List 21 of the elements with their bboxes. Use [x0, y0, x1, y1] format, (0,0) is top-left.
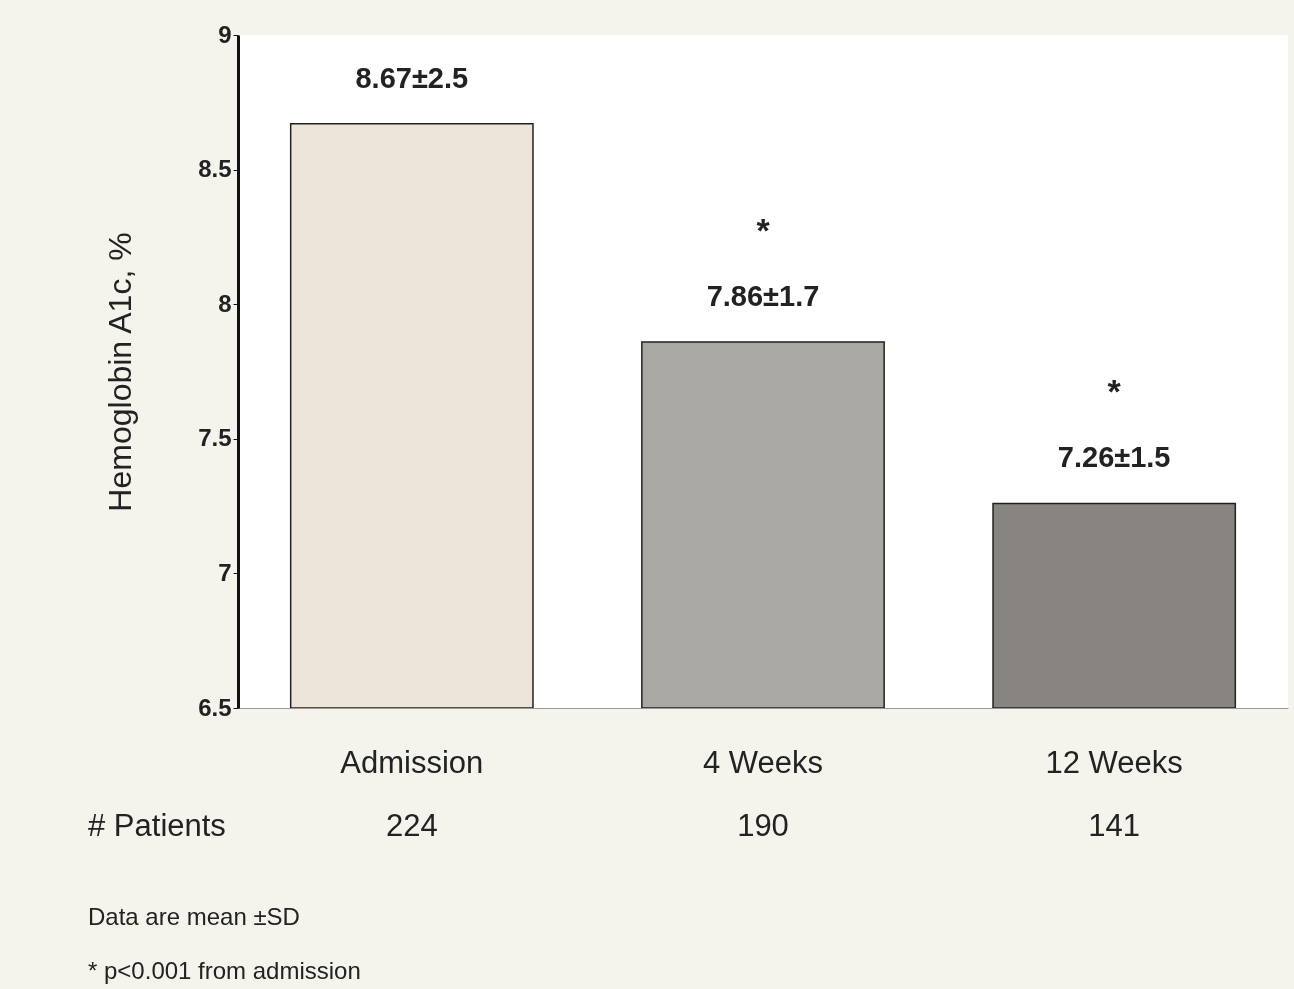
text: 190: [737, 808, 789, 843]
y-tick-label: 6.5: [198, 693, 232, 721]
x-tick-label: 12 Weeks: [1045, 744, 1183, 780]
y-tick-label: 9: [218, 20, 232, 48]
annotation: *: [756, 210, 771, 249]
data-label: 7.26±1.5: [1057, 441, 1171, 474]
y-tick-label: 7: [218, 558, 232, 586]
text: 141: [1088, 808, 1141, 843]
text: * p<0.001 from admission: [88, 957, 361, 984]
x-tick-label: 4 Weeks: [702, 744, 824, 780]
data-label: 8.67±2.5: [355, 61, 469, 94]
annotation: *: [1107, 372, 1122, 411]
y-tick-label: 8: [218, 289, 232, 317]
x-tick-label: Admission: [340, 744, 484, 780]
y-tick-label: 8.5: [198, 155, 232, 183]
data-label: 7.86±1.7: [706, 279, 820, 312]
text: # Patients: [88, 808, 226, 843]
y-tick-label: 7.5: [198, 424, 232, 452]
y-axis-title: Hemoglobin A1c, %: [102, 232, 139, 512]
text: 224: [385, 808, 438, 843]
text: Data are mean ±SD: [88, 903, 300, 930]
